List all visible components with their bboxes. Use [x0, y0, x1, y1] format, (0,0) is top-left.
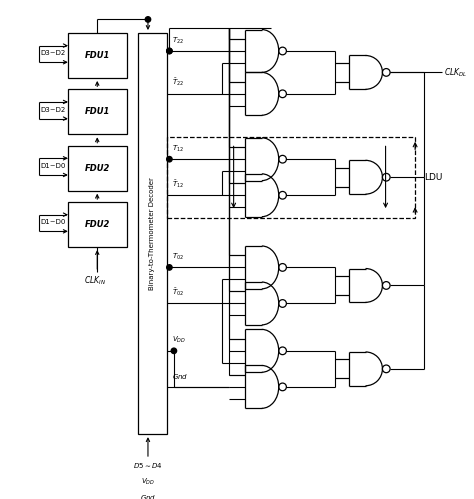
Bar — [68, 89, 127, 134]
Text: $Gnd$: $Gnd$ — [172, 372, 188, 381]
Text: FDU2: FDU2 — [84, 220, 110, 229]
Text: D1~D0: D1~D0 — [40, 163, 66, 169]
Text: D3~D2: D3~D2 — [40, 107, 66, 113]
Text: $T_{12}$: $T_{12}$ — [172, 144, 183, 154]
Circle shape — [167, 264, 172, 270]
Circle shape — [145, 17, 151, 22]
Text: $T_{22}$: $T_{22}$ — [172, 35, 183, 45]
Text: $V_{DD}$: $V_{DD}$ — [172, 335, 186, 345]
Text: $V_{DD}$: $V_{DD}$ — [141, 477, 155, 487]
Text: $D5{\sim}D4$: $D5{\sim}D4$ — [133, 461, 163, 470]
Text: FDU2: FDU2 — [84, 164, 110, 173]
Bar — [68, 33, 127, 78]
Circle shape — [167, 157, 172, 162]
Text: $Gnd$: $Gnd$ — [140, 493, 156, 499]
Circle shape — [171, 348, 177, 353]
Text: $CLK_{DL}$: $CLK_{DL}$ — [445, 66, 468, 79]
Text: FDU1: FDU1 — [84, 107, 110, 116]
Text: $\bar{T}_{02}$: $\bar{T}_{02}$ — [172, 286, 184, 298]
Bar — [68, 202, 127, 247]
Text: $\bar{T}_{22}$: $\bar{T}_{22}$ — [172, 77, 184, 88]
Text: LDU: LDU — [424, 173, 443, 182]
Bar — [138, 33, 167, 434]
Text: FDU1: FDU1 — [84, 51, 110, 60]
Text: D3~D2: D3~D2 — [40, 50, 66, 56]
Text: $CLK_{IN}$: $CLK_{IN}$ — [84, 274, 106, 287]
Circle shape — [167, 48, 172, 54]
Text: $T_{02}$: $T_{02}$ — [172, 252, 183, 262]
Bar — [167, 137, 415, 218]
Text: Binary-to-Thermometer Decoder: Binary-to-Thermometer Decoder — [149, 177, 155, 290]
Circle shape — [167, 48, 172, 54]
Bar — [68, 146, 127, 191]
Text: D1~D0: D1~D0 — [40, 220, 66, 226]
Text: $\bar{T}_{12}$: $\bar{T}_{12}$ — [172, 178, 184, 190]
